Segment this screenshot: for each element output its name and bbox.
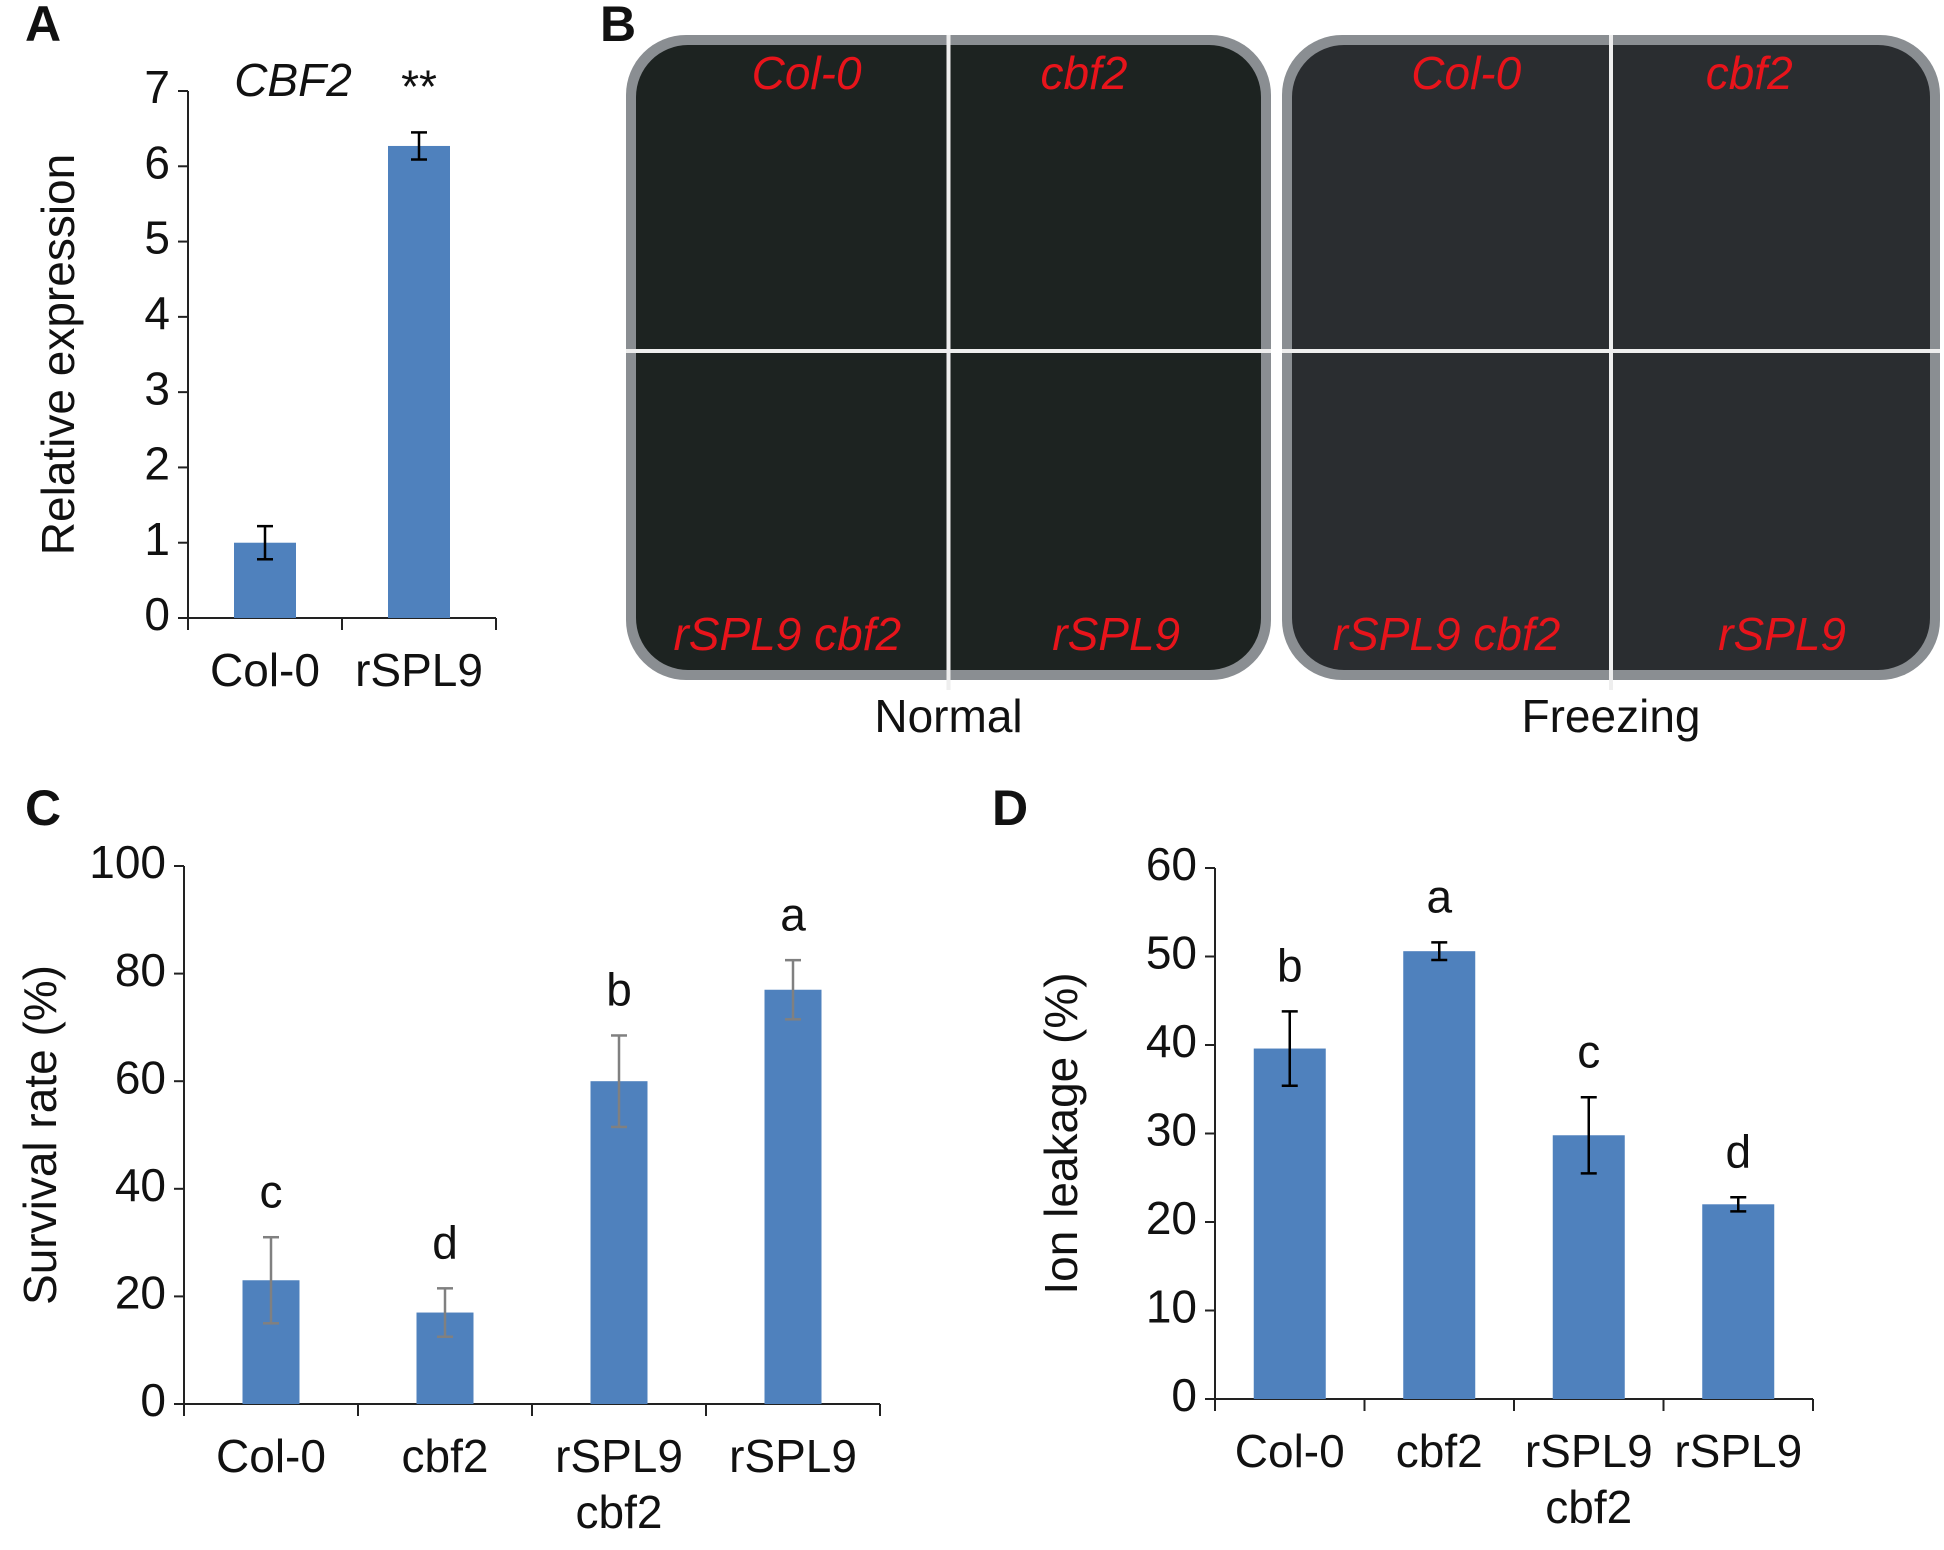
y-tick-label: 4 [144, 287, 170, 339]
panel-letter: D [992, 780, 1028, 836]
significance-label: b [1277, 940, 1303, 992]
x-tick-label: Col-0 [210, 644, 320, 696]
x-tick-label: cbf2 [402, 1430, 489, 1482]
y-tick-label: 80 [115, 944, 166, 996]
y-tick-label: 40 [115, 1159, 166, 1211]
x-tick-label: rSPL9 cbf2 [555, 1430, 683, 1538]
bar [590, 1081, 648, 1404]
error-bar [1281, 1010, 1298, 1087]
plate-caption: Normal [874, 690, 1022, 742]
error-bar [411, 131, 427, 161]
y-axis-title: Relative expression [32, 154, 84, 555]
panel-letter: C [25, 780, 61, 836]
y-tick-label: 10 [1146, 1281, 1197, 1333]
y-tick-label: 3 [144, 362, 170, 414]
significance-label: b [606, 964, 632, 1016]
plate-label: rSPL9 [1718, 608, 1846, 660]
x-tick-label: cbf2 [1396, 1425, 1483, 1477]
y-tick-label: 2 [144, 438, 170, 490]
error-bar [1730, 1195, 1747, 1213]
error-bar [1580, 1095, 1597, 1175]
y-tick-label: 40 [1146, 1015, 1197, 1067]
bar [1552, 1135, 1625, 1399]
y-tick-label: 5 [144, 212, 170, 264]
y-tick-label: 50 [1146, 927, 1197, 979]
y-tick-label: 7 [144, 61, 170, 113]
x-tick-label: rSPL9 cbf2 [1525, 1425, 1653, 1533]
significance-label: ** [401, 61, 437, 113]
error-bar [1431, 941, 1448, 962]
plate-label: rSPL9 cbf2 [1333, 608, 1561, 660]
y-axis-title: Ion leakage (%) [1035, 972, 1087, 1294]
x-tick-label: Col-0 [1235, 1425, 1345, 1477]
significance-label: c [260, 1165, 283, 1217]
x-tick-label: rSPL9 [1674, 1425, 1802, 1477]
significance-label: d [1725, 1125, 1751, 1177]
bar [1702, 1204, 1775, 1399]
y-tick-label: 60 [1146, 838, 1197, 890]
error-bar [263, 1235, 279, 1325]
bar [1253, 1048, 1326, 1399]
significance-label: a [1426, 870, 1452, 922]
error-bar [611, 1034, 627, 1129]
y-tick-label: 20 [115, 1267, 166, 1319]
y-tick-label: 20 [1146, 1192, 1197, 1244]
error-bar [785, 958, 801, 1021]
y-axis-title: Survival rate (%) [14, 965, 66, 1305]
error-bar [257, 524, 273, 561]
y-tick-label: 30 [1146, 1104, 1197, 1156]
y-tick-label: 60 [115, 1051, 166, 1103]
bar [1403, 951, 1476, 1399]
y-tick-label: 1 [144, 513, 170, 565]
significance-label: a [780, 888, 806, 940]
bar [764, 989, 822, 1404]
plate-label: Col-0 [1411, 47, 1521, 99]
bar [388, 145, 450, 619]
chart-title: CBF2 [234, 54, 352, 106]
y-tick-label: 0 [1171, 1369, 1197, 1421]
plate-caption: Freezing [1522, 690, 1701, 742]
error-bar [437, 1287, 453, 1338]
y-tick-label: 0 [140, 1374, 166, 1426]
panel-letter: A [25, 0, 61, 52]
y-tick-label: 6 [144, 136, 170, 188]
significance-label: d [432, 1216, 458, 1268]
y-tick-label: 100 [89, 836, 166, 888]
y-tick-label: 0 [144, 588, 170, 640]
significance-label: c [1577, 1025, 1600, 1077]
x-tick-label: Col-0 [216, 1430, 326, 1482]
plate-label: rSPL9 [1052, 608, 1180, 660]
plate-label: cbf2 [1040, 47, 1127, 99]
plate-label: rSPL9 cbf2 [673, 608, 901, 660]
x-tick-label: rSPL9 [355, 644, 483, 696]
x-tick-label: rSPL9 [729, 1430, 857, 1482]
panel-letter: B [600, 0, 636, 52]
plate-label: Col-0 [752, 47, 862, 99]
plate-label: cbf2 [1706, 47, 1793, 99]
